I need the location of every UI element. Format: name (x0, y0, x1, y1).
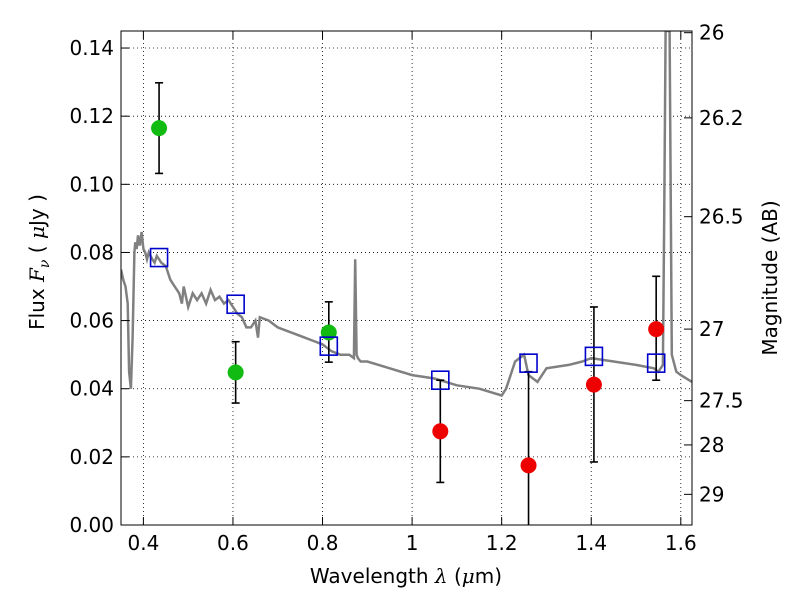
data-markers (149, 120, 666, 474)
y2-tick-label: 27.5 (699, 389, 744, 413)
y-tick-label: 0.14 (69, 36, 114, 60)
non-detected-point (432, 423, 449, 440)
model-photometry-square (226, 294, 245, 315)
x-axis-title: Wavelength λ (μm) (310, 564, 502, 588)
y-axis-title: Flux Fν ( μJy ) (25, 194, 53, 330)
model-photometry-square (519, 353, 538, 373)
error-bar (524, 370, 533, 525)
model-photometry-square (149, 247, 169, 268)
y-tick-label: 0.08 (69, 240, 114, 264)
non-detected-point (520, 457, 537, 474)
y2-tick-label: 27 (699, 317, 724, 341)
y2-tick-label: 28 (699, 433, 724, 457)
model-photometry-square (584, 346, 604, 367)
x-tick-label: 0.4 (127, 531, 159, 555)
model-photometry-square (319, 336, 339, 356)
x-tick-label: 1.4 (575, 531, 607, 555)
non-detected-point (585, 376, 602, 393)
y2-tick-label: 26 (699, 21, 724, 45)
detected-point (151, 120, 168, 137)
model-photometry-square (431, 370, 450, 391)
y-tick-label: 0.06 (69, 309, 114, 333)
detected-point (227, 364, 244, 381)
y-tick-label: 0.10 (69, 172, 114, 196)
y2-tick-label: 29 (699, 482, 724, 506)
x-tick-label: 1 (406, 531, 419, 555)
x-tick-label: 1.6 (665, 531, 697, 555)
y-tick-label: 0.00 (69, 513, 114, 537)
y-tick-label: 0.04 (69, 377, 114, 401)
axis-ticks: 0.4 0.6 0.8 1 1.2 1.4 1.6 0.00 0.02 0.04 0.06 0.08 0… (69, 21, 743, 555)
y2-tick-label: 26.2 (699, 106, 744, 130)
grid-lines (121, 31, 692, 526)
y-tick-label: 0.02 (69, 445, 114, 469)
detected-point (320, 324, 337, 341)
y-tick-label: 0.12 (69, 104, 114, 128)
model-photometry-square (646, 353, 666, 373)
spectrum-line (121, 31, 692, 397)
y2-axis-title: Magnitude (AB) (758, 200, 782, 355)
plot-frame (120, 30, 693, 526)
model-spectrum (121, 31, 692, 397)
y2-tick-label: 26.5 (699, 205, 744, 229)
x-tick-label: 0.8 (307, 531, 339, 555)
non-detected-point (648, 321, 665, 338)
x-tick-label: 0.6 (217, 531, 249, 555)
x-tick-label: 1.2 (486, 531, 518, 555)
